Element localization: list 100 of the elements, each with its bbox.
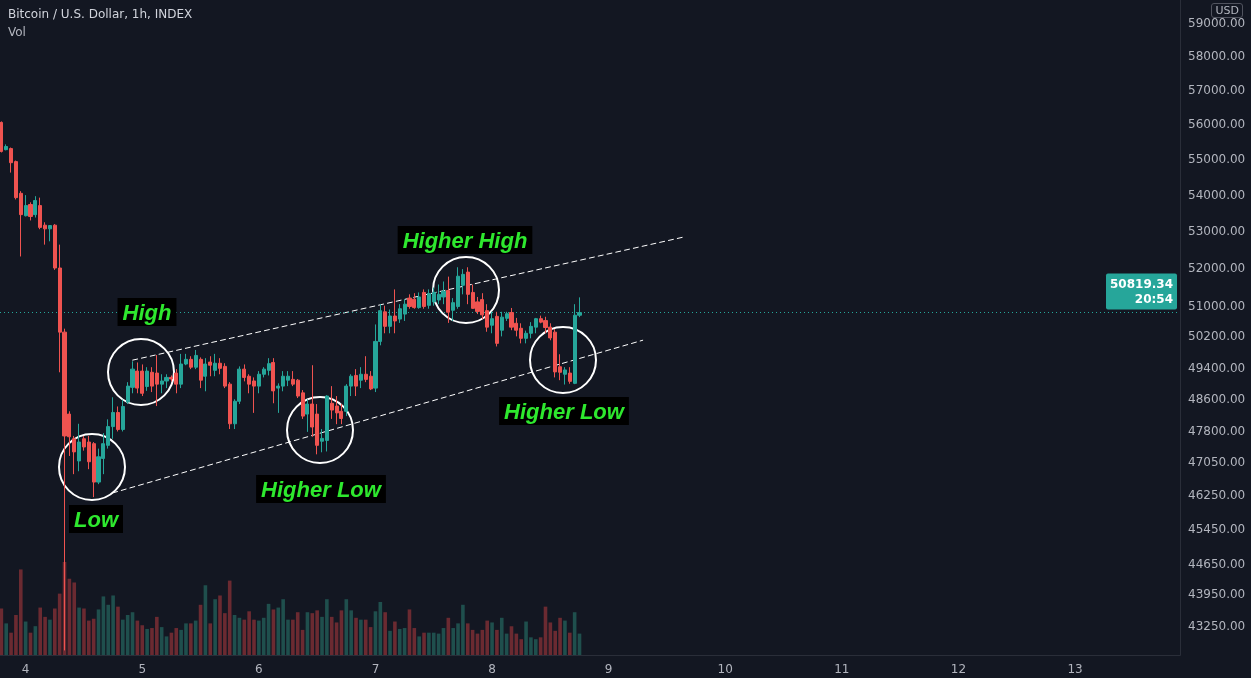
candlestick xyxy=(495,311,499,347)
candlestick xyxy=(164,373,169,389)
bar xyxy=(431,632,436,655)
bar xyxy=(145,628,149,655)
annotation: High xyxy=(122,299,172,325)
candlestick xyxy=(354,368,358,397)
bar xyxy=(465,623,470,655)
bar xyxy=(0,608,4,655)
y-tick-label: 50200.00 xyxy=(1188,329,1246,344)
bar xyxy=(388,630,392,655)
y-tick-label: 52000.00 xyxy=(1188,261,1246,276)
candlestick xyxy=(0,120,3,153)
y-tick-label: 55000.00 xyxy=(1188,152,1246,167)
candlestick xyxy=(28,201,33,221)
annotation: 20:54 xyxy=(1134,292,1173,307)
candlestick xyxy=(208,355,212,377)
bar xyxy=(567,632,572,655)
bar xyxy=(116,606,120,655)
bar xyxy=(563,620,567,655)
candlestick xyxy=(199,356,203,389)
bar xyxy=(485,620,489,655)
x-tick-label: 5 xyxy=(138,662,147,676)
x-tick-label: 7 xyxy=(371,662,380,676)
x-tick-label: 13 xyxy=(1067,662,1083,676)
candlestick xyxy=(121,399,125,432)
y-tick-label: 57000.00 xyxy=(1188,82,1246,97)
bar xyxy=(121,619,125,655)
candlestick xyxy=(383,305,387,334)
bar xyxy=(363,619,368,655)
annotation: Higher High xyxy=(402,227,528,253)
bar xyxy=(495,629,499,655)
y-tick-label: 58000.00 xyxy=(1188,49,1246,64)
bar xyxy=(393,621,397,655)
candlestick xyxy=(563,366,567,386)
bar xyxy=(329,616,334,655)
candlestick xyxy=(116,405,120,432)
ref-line-label: 50819.34 xyxy=(1109,277,1173,292)
bar xyxy=(397,628,402,655)
candlestick xyxy=(33,195,37,219)
candlestick xyxy=(4,143,8,151)
candlestick xyxy=(48,224,52,242)
candlestick xyxy=(407,293,412,310)
candlestick xyxy=(441,280,446,305)
bar xyxy=(4,623,9,655)
text: Bitcoin / U.S. Dollar, 1h, INDEX xyxy=(8,7,193,21)
bar xyxy=(354,617,358,655)
candlestick xyxy=(77,423,81,472)
bar xyxy=(422,632,426,655)
bar xyxy=(48,619,52,655)
y-tick-label: 49400.00 xyxy=(1188,360,1246,375)
y-tick-label: 48600.00 xyxy=(1188,392,1246,407)
bar xyxy=(490,622,494,655)
candlestick xyxy=(305,398,309,433)
y-axis-title: USD xyxy=(1211,3,1243,18)
candlestick xyxy=(203,357,207,392)
bar xyxy=(533,639,538,655)
x-tick-label: 11 xyxy=(834,662,850,676)
bar xyxy=(18,569,23,655)
bar xyxy=(499,617,504,655)
y-tick-label: 56000.00 xyxy=(1188,117,1246,132)
x-tick-label: 8 xyxy=(488,662,496,676)
bar xyxy=(417,636,421,655)
y-tick-label: 54000.00 xyxy=(1188,187,1246,202)
y-tick-label: 59000.00 xyxy=(1188,15,1246,30)
bar xyxy=(359,619,363,655)
candlestick xyxy=(271,357,275,404)
y-tick-label: 44650.00 xyxy=(1188,556,1246,571)
x-tick-label: 10 xyxy=(717,662,733,676)
candlestick xyxy=(446,276,450,324)
x-tick-label: 9 xyxy=(604,662,613,676)
y-tick-label: 43250.00 xyxy=(1188,618,1246,633)
y-tick-label: 53000.00 xyxy=(1188,224,1246,239)
candlestick xyxy=(145,366,149,392)
chart-title: Vol xyxy=(8,25,26,39)
x-tick-label: 12 xyxy=(950,662,967,676)
y-tick-label: 43950.00 xyxy=(1188,587,1246,602)
annotation: Low xyxy=(74,506,120,532)
bar xyxy=(72,582,77,655)
bar xyxy=(38,607,43,655)
bar xyxy=(208,623,213,655)
y-tick-label: 47050.00 xyxy=(1188,455,1246,470)
candlestick xyxy=(189,355,193,370)
bar xyxy=(310,613,315,655)
bar xyxy=(189,623,193,655)
x-tick-label: 4 xyxy=(21,662,30,676)
bar xyxy=(227,580,232,655)
bar xyxy=(77,607,81,655)
candlestick xyxy=(422,288,426,310)
y-tick-label: 47800.00 xyxy=(1188,424,1246,439)
candlestick xyxy=(417,291,421,310)
x-tick-label: 6 xyxy=(255,662,263,676)
bar xyxy=(295,612,300,655)
annotation: Higher Low xyxy=(261,476,383,502)
candlestick xyxy=(72,435,76,475)
bar xyxy=(174,628,179,655)
candlestick xyxy=(393,288,397,334)
candlestick xyxy=(213,353,217,377)
candlestick xyxy=(568,366,572,385)
bar xyxy=(213,599,217,655)
candlestick xyxy=(359,366,363,389)
